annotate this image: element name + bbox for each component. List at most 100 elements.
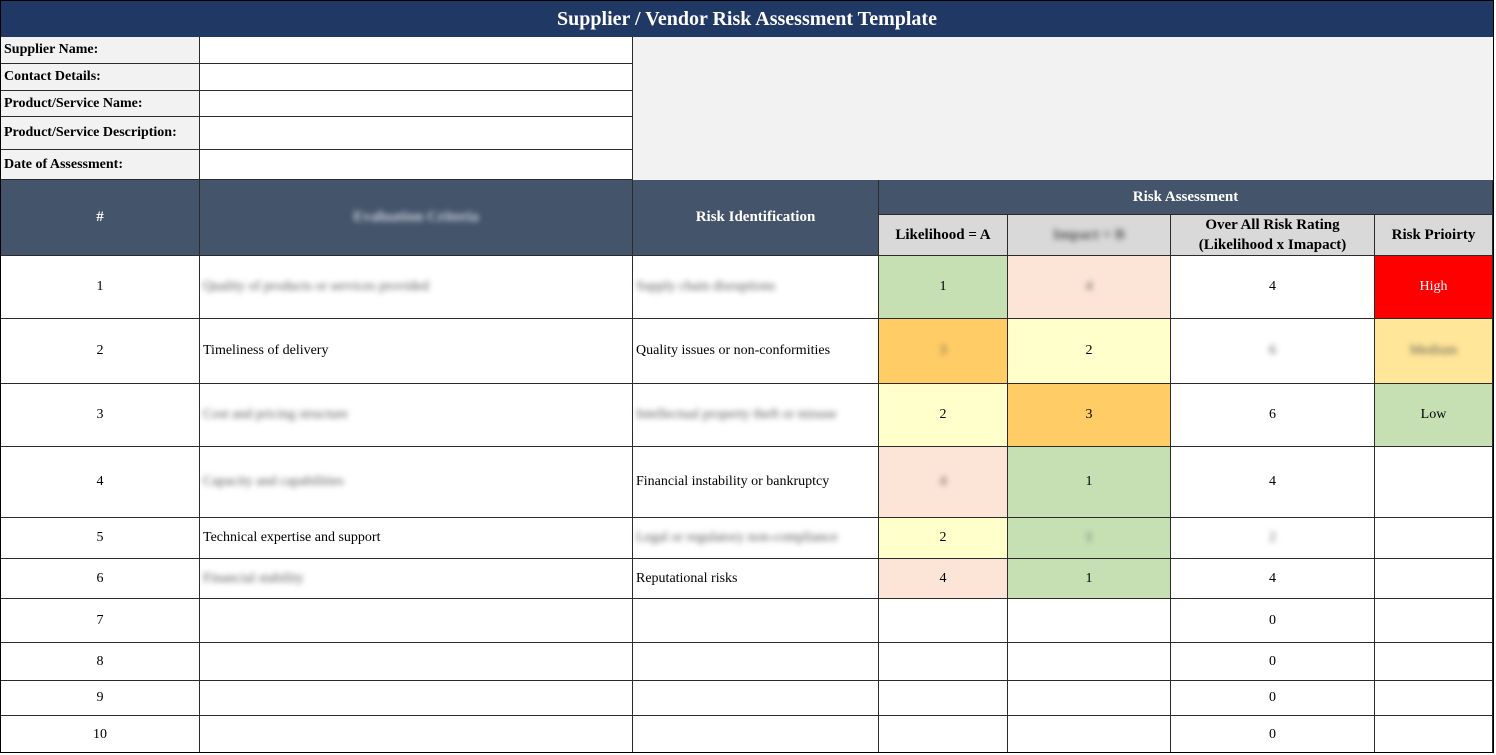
row-5-overall-text: 2 <box>1269 530 1276 545</box>
row-3-impact[interactable]: 3 <box>1008 384 1171 447</box>
header-risk-assessment: Risk Assessment <box>879 180 1493 215</box>
row-5-likelihood[interactable]: 2 <box>879 518 1008 559</box>
row-6-impact[interactable]: 1 <box>1008 559 1171 599</box>
header-criteria-text: Evaluation Criteria <box>353 209 479 225</box>
row-4-likelihood-text: 4 <box>939 474 947 489</box>
row-2-risk[interactable]: Quality issues or non-conformities <box>633 319 879 384</box>
date-of-assessment-label: Date of Assessment: <box>1 150 200 180</box>
header-evaluation-criteria: Evaluation Criteria <box>200 180 633 256</box>
row-9-likelihood[interactable] <box>879 681 1008 716</box>
row-8-priority <box>1375 643 1493 681</box>
row-4-criteria[interactable]: Capacity and capabilities <box>200 447 633 518</box>
row-5-impact[interactable]: 1 <box>1008 518 1171 559</box>
contact-details-field[interactable] <box>200 64 633 91</box>
info-filler-area <box>633 37 1493 180</box>
product-service-name-field[interactable] <box>200 91 633 117</box>
header-risk-priority: Risk Prioirty <box>1375 215 1493 256</box>
row-6-criteria-text: Financial stability <box>203 570 304 586</box>
row-2-priority: Medium <box>1375 319 1493 384</box>
row-1-risk[interactable]: Supply chain disruptions <box>633 256 879 319</box>
product-service-name-label: Product/Service Name: <box>1 91 200 117</box>
row-2-impact[interactable]: 2 <box>1008 319 1171 384</box>
row-9-overall: 0 <box>1171 681 1375 716</box>
row-7-criteria[interactable] <box>200 599 633 643</box>
row-2-likelihood-text: 3 <box>939 343 947 358</box>
row-3-criteria-text: Cost and pricing structure <box>203 407 349 422</box>
row-6-likelihood[interactable]: 4 <box>879 559 1008 599</box>
row-2-likelihood[interactable]: 3 <box>879 319 1008 384</box>
row-10-overall: 0 <box>1171 716 1375 752</box>
row-10-criteria[interactable] <box>200 716 633 752</box>
row-2-priority-text: Medium <box>1409 343 1458 358</box>
header-overall-line2: (Likelihood x Imapact) <box>1198 237 1347 253</box>
row-1-criteria[interactable]: Quality of products or services provided <box>200 256 633 319</box>
row-6-risk[interactable]: Reputational risks <box>633 559 879 599</box>
row-2-overall: 6 <box>1171 319 1375 384</box>
row-8-number: 8 <box>1 643 200 681</box>
row-1-criteria-text: Quality of products or services provided <box>203 279 429 294</box>
row-2-criteria[interactable]: Timeliness of delivery <box>200 319 633 384</box>
header-overall-line1: Over All Risk Rating <box>1205 217 1340 233</box>
row-2-overall-text: 6 <box>1269 343 1276 358</box>
row-7-priority <box>1375 599 1493 643</box>
row-4-criteria-text: Capacity and capabilities <box>203 474 344 489</box>
header-risk-identification: Risk Identification <box>633 180 879 256</box>
supplier-name-label: Supplier Name: <box>1 37 200 64</box>
row-1-likelihood[interactable]: 1 <box>879 256 1008 319</box>
row-2-number: 2 <box>1 319 200 384</box>
row-7-risk[interactable] <box>633 599 879 643</box>
row-5-overall: 2 <box>1171 518 1375 559</box>
contact-details-label: Contact Details: <box>1 64 200 91</box>
row-4-overall: 4 <box>1171 447 1375 518</box>
row-5-number: 5 <box>1 518 200 559</box>
row-8-criteria[interactable] <box>200 643 633 681</box>
row-8-likelihood[interactable] <box>879 643 1008 681</box>
row-10-priority <box>1375 716 1493 752</box>
row-1-impact-text: 4 <box>1085 279 1093 294</box>
row-9-impact[interactable] <box>1008 681 1171 716</box>
row-8-impact[interactable] <box>1008 643 1171 681</box>
row-1-number: 1 <box>1 256 200 319</box>
row-1-risk-text: Supply chain disruptions <box>636 279 776 294</box>
row-5-risk[interactable]: Legal or regulatory non-compliance <box>633 518 879 559</box>
row-3-likelihood[interactable]: 2 <box>879 384 1008 447</box>
row-10-number: 10 <box>1 716 200 752</box>
row-6-number: 6 <box>1 559 200 599</box>
header-likelihood: Likelihood = A <box>879 215 1008 256</box>
row-7-overall: 0 <box>1171 599 1375 643</box>
row-9-number: 9 <box>1 681 200 716</box>
row-10-likelihood[interactable] <box>879 716 1008 752</box>
row-9-criteria[interactable] <box>200 681 633 716</box>
row-3-priority: Low <box>1375 384 1493 447</box>
row-3-risk[interactable]: Intellectual property theft or misuse <box>633 384 879 447</box>
row-1-overall: 4 <box>1171 256 1375 319</box>
row-4-impact[interactable]: 1 <box>1008 447 1171 518</box>
row-5-criteria[interactable]: Technical expertise and support <box>200 518 633 559</box>
row-7-impact[interactable] <box>1008 599 1171 643</box>
row-7-number: 7 <box>1 599 200 643</box>
row-4-likelihood[interactable]: 4 <box>879 447 1008 518</box>
row-3-number: 3 <box>1 384 200 447</box>
row-3-criteria[interactable]: Cost and pricing structure <box>200 384 633 447</box>
row-6-priority <box>1375 559 1493 599</box>
row-8-risk[interactable] <box>633 643 879 681</box>
product-service-description-field[interactable] <box>200 117 633 150</box>
product-service-description-label: Product/Service Description: <box>1 117 200 150</box>
row-9-risk[interactable] <box>633 681 879 716</box>
row-5-impact-text: 1 <box>1085 530 1093 545</box>
row-7-likelihood[interactable] <box>879 599 1008 643</box>
row-5-priority <box>1375 518 1493 559</box>
row-4-risk[interactable]: Financial instability or bankruptcy <box>633 447 879 518</box>
row-6-overall: 4 <box>1171 559 1375 599</box>
date-of-assessment-field[interactable] <box>200 150 633 180</box>
row-10-risk[interactable] <box>633 716 879 752</box>
supplier-name-field[interactable] <box>200 37 633 64</box>
header-overall-rating: Over All Risk Rating (Likelihood x Imapa… <box>1171 215 1375 256</box>
row-1-priority: High <box>1375 256 1493 319</box>
header-impact-text: Impact = B <box>1053 227 1125 243</box>
row-4-number: 4 <box>1 447 200 518</box>
row-10-impact[interactable] <box>1008 716 1171 752</box>
row-1-impact[interactable]: 4 <box>1008 256 1171 319</box>
row-6-criteria[interactable]: Financial stability <box>200 559 633 599</box>
row-3-risk-text: Intellectual property theft or misuse <box>636 407 837 422</box>
